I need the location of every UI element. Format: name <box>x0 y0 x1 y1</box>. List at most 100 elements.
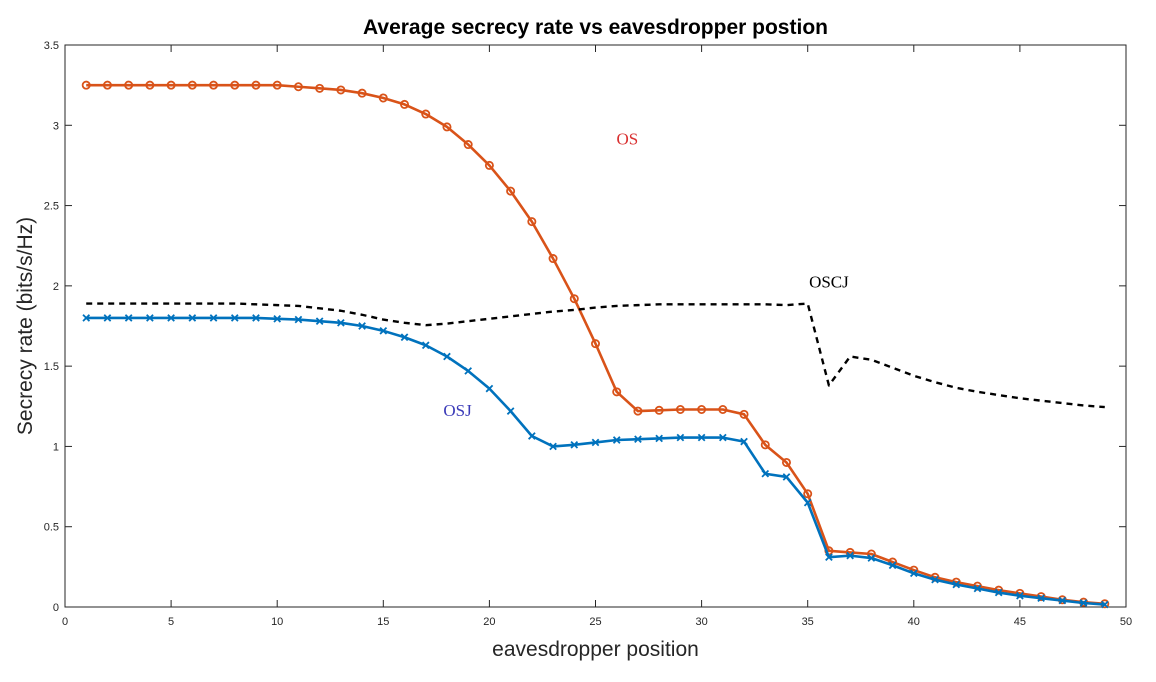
y-tick-label: 2.5 <box>44 201 59 213</box>
data-point-os <box>272 80 282 90</box>
data-point-osj <box>294 315 303 324</box>
data-point-osj <box>697 433 706 442</box>
data-point-os <box>230 80 240 90</box>
data-point-osj <box>379 326 388 335</box>
data-point-osj <box>973 584 982 593</box>
data-point-osj <box>528 432 536 440</box>
data-point-os <box>378 93 388 103</box>
x-tick-label: 25 <box>589 616 601 628</box>
data-point-os <box>548 254 558 264</box>
data-point-osj <box>634 435 642 444</box>
data-point-osj <box>612 436 621 444</box>
y-tick-label: 3 <box>53 120 59 132</box>
data-point-osj <box>337 318 345 327</box>
data-point-osj <box>676 433 685 442</box>
y-tick-label: 0.5 <box>44 522 59 534</box>
data-point-osj <box>1016 591 1024 600</box>
data-point-os <box>166 80 176 90</box>
data-point-osj <box>506 407 515 415</box>
data-point-os <box>187 80 197 90</box>
data-point-os <box>654 405 664 415</box>
data-point-os <box>102 80 112 90</box>
data-point-osj <box>994 588 1003 597</box>
y-tick-label: 1 <box>53 441 59 453</box>
data-point-osj <box>230 314 239 322</box>
data-point-osj <box>1079 599 1088 607</box>
x-tick-label: 40 <box>908 616 920 628</box>
series-oscj <box>86 302 1105 409</box>
data-point-osj <box>1058 596 1067 605</box>
data-point-osj <box>103 314 112 322</box>
annotation-os: OS <box>616 130 638 149</box>
series-layer <box>81 80 1110 609</box>
data-point-os <box>357 88 367 98</box>
data-point-os <box>463 140 473 150</box>
data-point-osj <box>1100 600 1109 609</box>
x-tick-label: 45 <box>1014 616 1026 628</box>
data-point-osj <box>570 440 579 449</box>
y-tick-label: 3.5 <box>44 40 59 52</box>
data-point-os <box>569 294 579 304</box>
series-line-oscj <box>86 302 1105 409</box>
data-point-osj <box>82 314 91 322</box>
data-point-os <box>781 457 791 467</box>
x-tick-label: 15 <box>377 616 389 628</box>
data-point-os <box>293 82 303 92</box>
data-point-osj <box>146 314 154 322</box>
data-point-os <box>81 80 91 90</box>
series-osj <box>82 314 1109 609</box>
data-point-osj <box>358 322 366 330</box>
data-point-os <box>633 406 643 416</box>
data-point-osj <box>421 341 430 350</box>
data-point-osj <box>1037 594 1045 603</box>
data-point-os <box>718 404 728 414</box>
data-point-os <box>675 404 685 414</box>
plot-area <box>64 44 1127 608</box>
x-tick-label: 50 <box>1120 616 1132 628</box>
data-point-os <box>421 109 431 119</box>
data-point-osj <box>909 569 918 578</box>
data-point-os <box>336 85 346 95</box>
data-point-os <box>251 80 261 90</box>
data-point-osj <box>443 352 451 361</box>
data-point-os <box>612 387 622 397</box>
data-point-osj <box>655 434 663 443</box>
chart-title: Average secrecy rate vs eavesdropper pos… <box>363 16 828 39</box>
data-point-osj <box>803 498 812 507</box>
data-point-os <box>145 80 155 90</box>
x-tick-label: 30 <box>695 616 707 628</box>
data-point-osj <box>740 437 748 446</box>
x-tick-label: 35 <box>802 616 814 628</box>
data-point-osj <box>867 554 876 562</box>
data-point-osj <box>718 433 727 442</box>
data-point-os <box>209 80 219 90</box>
data-point-osj <box>782 473 791 481</box>
data-point-os <box>400 99 410 109</box>
annotation-osj: OSJ <box>443 401 472 420</box>
x-axis-label: eavesdropper position <box>492 638 699 661</box>
data-point-os <box>442 122 452 132</box>
y-tick-label: 0 <box>53 602 59 614</box>
series-line-os <box>86 83 1105 606</box>
x-tick-label: 10 <box>271 616 283 628</box>
x-tick-label: 0 <box>62 616 68 628</box>
data-point-os <box>803 489 813 499</box>
data-point-os <box>484 160 494 170</box>
data-point-osj <box>188 314 197 322</box>
data-point-osj <box>888 561 897 570</box>
data-point-os <box>760 440 770 450</box>
annotation-layer: OS OSCJ OSJ <box>443 130 849 420</box>
data-point-osj <box>167 314 175 322</box>
data-point-osj <box>931 575 939 584</box>
data-point-os <box>527 217 537 227</box>
y-tick-label: 2 <box>53 281 59 293</box>
axis-ticks: 0 5 10 15 20 25 30 35 40 45 50 0 0.5 1 1.5 2 2.5 3 3.5 <box>44 40 1132 628</box>
data-point-osj <box>315 317 324 326</box>
data-point-os <box>697 404 707 414</box>
y-axis-label: Secrecy rate (bits/s/Hz) <box>14 217 37 435</box>
x-tick-label: 5 <box>168 616 174 628</box>
data-point-os <box>506 186 516 196</box>
data-point-osj <box>209 314 218 322</box>
data-point-osj <box>846 551 854 560</box>
